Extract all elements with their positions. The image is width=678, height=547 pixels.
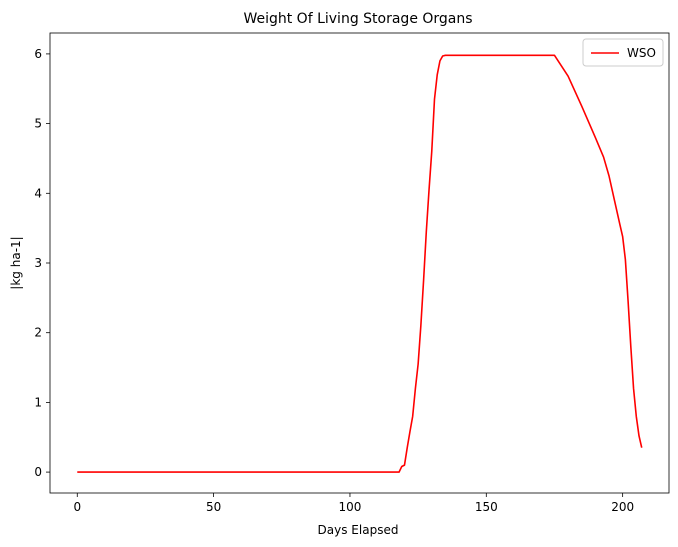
legend: WSO — [582, 38, 664, 67]
y-tick-label: 6 — [34, 47, 42, 61]
x-tick-label: 50 — [206, 500, 221, 514]
x-tick-label: 200 — [611, 500, 634, 514]
legend-box — [582, 38, 664, 67]
chart-title: Weight Of Living Storage Organs — [243, 11, 472, 27]
legend-label: WSO — [627, 46, 656, 60]
y-tick-label: 5 — [34, 117, 42, 131]
y-tick-label: 4 — [34, 186, 42, 200]
y-tick-label: 0 — [34, 465, 42, 479]
y-tick-label: 3 — [34, 256, 42, 270]
x-tick-label: 150 — [475, 500, 498, 514]
y-tick-label: 1 — [34, 395, 42, 409]
series-line-wso — [77, 54, 643, 473]
plot-area: 0 50 100 150 200 0 1 2 3 4 5 6 — [34, 32, 670, 514]
y-axis-title: |kg ha-1| — [9, 236, 23, 289]
y-tick-label: 2 — [34, 326, 42, 340]
x-tick-label: 100 — [339, 500, 362, 514]
x-axis-title: Days Elapsed — [318, 523, 399, 537]
axes-frame — [49, 32, 670, 494]
x-tick-label: 0 — [73, 500, 81, 514]
